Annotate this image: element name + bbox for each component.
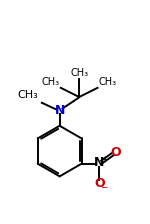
- Text: O: O: [110, 146, 121, 159]
- Text: +: +: [101, 155, 107, 164]
- Text: O: O: [94, 177, 105, 190]
- Text: N: N: [94, 156, 105, 169]
- Text: CH₃: CH₃: [17, 90, 38, 101]
- Text: CH₃: CH₃: [70, 68, 88, 78]
- Text: CH₃: CH₃: [99, 77, 117, 87]
- Text: N: N: [54, 104, 65, 117]
- Text: −: −: [100, 182, 108, 191]
- Text: CH₃: CH₃: [42, 77, 60, 87]
